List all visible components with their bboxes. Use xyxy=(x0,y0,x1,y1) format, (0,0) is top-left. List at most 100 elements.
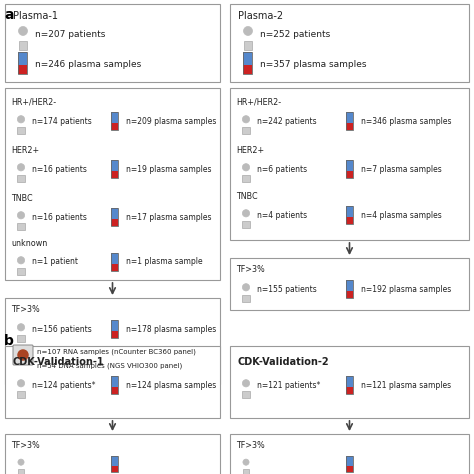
Circle shape xyxy=(18,459,24,465)
Bar xyxy=(111,376,118,387)
Text: n=17 plasma samples: n=17 plasma samples xyxy=(126,212,211,221)
Bar xyxy=(111,112,118,130)
Bar xyxy=(230,88,469,240)
Circle shape xyxy=(18,324,25,331)
Text: n=156 patients: n=156 patients xyxy=(32,325,92,334)
Bar xyxy=(18,128,25,135)
Text: n=1 plasma sample: n=1 plasma sample xyxy=(126,257,202,266)
Text: b: b xyxy=(4,334,14,348)
Text: n=4 plasma samples: n=4 plasma samples xyxy=(361,210,442,219)
Bar xyxy=(18,392,25,399)
Text: n=155 patients: n=155 patients xyxy=(257,284,317,293)
Bar xyxy=(346,123,354,130)
Bar xyxy=(346,387,354,394)
Text: Plasma-1: Plasma-1 xyxy=(13,11,58,21)
Bar xyxy=(242,128,250,135)
Bar xyxy=(230,346,469,418)
Bar xyxy=(111,465,118,472)
Bar xyxy=(18,469,24,474)
Bar xyxy=(5,4,220,82)
Bar xyxy=(111,123,118,130)
Circle shape xyxy=(244,27,253,36)
Bar xyxy=(111,219,118,226)
Bar xyxy=(346,291,354,298)
Bar xyxy=(111,320,118,338)
Circle shape xyxy=(18,350,28,360)
Text: n=107 RNA samples (nCounter BC360 panel): n=107 RNA samples (nCounter BC360 panel) xyxy=(37,349,196,355)
Circle shape xyxy=(242,210,250,217)
Circle shape xyxy=(242,380,250,387)
Text: n=124 plasma samples: n=124 plasma samples xyxy=(126,382,216,391)
Text: n=252 patients: n=252 patients xyxy=(260,29,330,38)
Bar xyxy=(346,217,354,224)
Circle shape xyxy=(242,116,250,123)
Circle shape xyxy=(18,211,25,219)
Text: n=121 plasma samples: n=121 plasma samples xyxy=(361,382,451,391)
Text: n=192 plasma samples: n=192 plasma samples xyxy=(361,284,451,293)
Bar xyxy=(111,264,118,271)
Text: n=7 plasma samples: n=7 plasma samples xyxy=(361,164,442,173)
Bar xyxy=(244,52,253,74)
Bar xyxy=(244,52,253,65)
Text: HER2+: HER2+ xyxy=(11,146,39,155)
Bar xyxy=(18,52,27,65)
Bar xyxy=(242,295,250,302)
Bar xyxy=(230,434,469,474)
Bar xyxy=(230,4,469,82)
Bar xyxy=(346,376,354,394)
Bar xyxy=(346,456,354,465)
Bar xyxy=(111,253,118,271)
Text: HR+/HER2-: HR+/HER2- xyxy=(11,98,56,107)
Bar xyxy=(18,268,25,275)
Text: n=346 plasma samples: n=346 plasma samples xyxy=(361,117,452,126)
Bar xyxy=(111,387,118,394)
Text: n=207 patients: n=207 patients xyxy=(35,29,105,38)
Circle shape xyxy=(242,164,250,171)
Bar xyxy=(18,65,27,74)
Bar xyxy=(111,331,118,338)
Text: n=209 plasma samples: n=209 plasma samples xyxy=(126,117,216,126)
Bar xyxy=(18,52,27,74)
Circle shape xyxy=(18,380,25,387)
Text: TNBC: TNBC xyxy=(11,193,33,202)
Bar xyxy=(346,160,354,178)
Text: TF>3%: TF>3% xyxy=(11,306,40,315)
Bar xyxy=(346,280,354,298)
Bar xyxy=(18,223,25,230)
Text: n=174 patients: n=174 patients xyxy=(32,117,92,126)
Bar xyxy=(242,221,250,228)
Text: TF>3%: TF>3% xyxy=(236,265,265,274)
Bar xyxy=(5,346,220,418)
Bar xyxy=(346,171,354,178)
Bar xyxy=(5,434,220,474)
Circle shape xyxy=(18,27,27,36)
Bar xyxy=(244,41,252,50)
Bar xyxy=(243,469,249,474)
Bar xyxy=(346,206,354,224)
Bar xyxy=(5,298,220,384)
Bar xyxy=(111,112,118,123)
Bar xyxy=(346,456,354,472)
Bar xyxy=(18,335,25,342)
Bar xyxy=(18,41,27,50)
Bar xyxy=(242,392,250,399)
Text: n=242 patients: n=242 patients xyxy=(257,117,317,126)
Bar xyxy=(230,258,469,310)
Text: HER2+: HER2+ xyxy=(236,146,264,155)
Text: n=121 patients*: n=121 patients* xyxy=(257,382,320,391)
Bar xyxy=(346,112,354,123)
Text: TF>3%: TF>3% xyxy=(11,441,40,450)
Bar xyxy=(242,175,250,182)
Bar xyxy=(244,65,253,74)
Text: n=16 patients: n=16 patients xyxy=(32,164,87,173)
Text: unknown: unknown xyxy=(11,238,47,247)
Bar xyxy=(111,160,118,178)
Bar xyxy=(111,171,118,178)
Text: n=54 DNA samples (NGS VHIO300 panel): n=54 DNA samples (NGS VHIO300 panel) xyxy=(37,363,182,369)
Bar xyxy=(346,280,354,291)
Text: n=357 plasma samples: n=357 plasma samples xyxy=(260,60,366,69)
Bar xyxy=(346,160,354,171)
Text: CDK-Validation-2: CDK-Validation-2 xyxy=(238,357,329,367)
Text: n=1 patient: n=1 patient xyxy=(32,257,78,266)
Bar xyxy=(346,206,354,217)
